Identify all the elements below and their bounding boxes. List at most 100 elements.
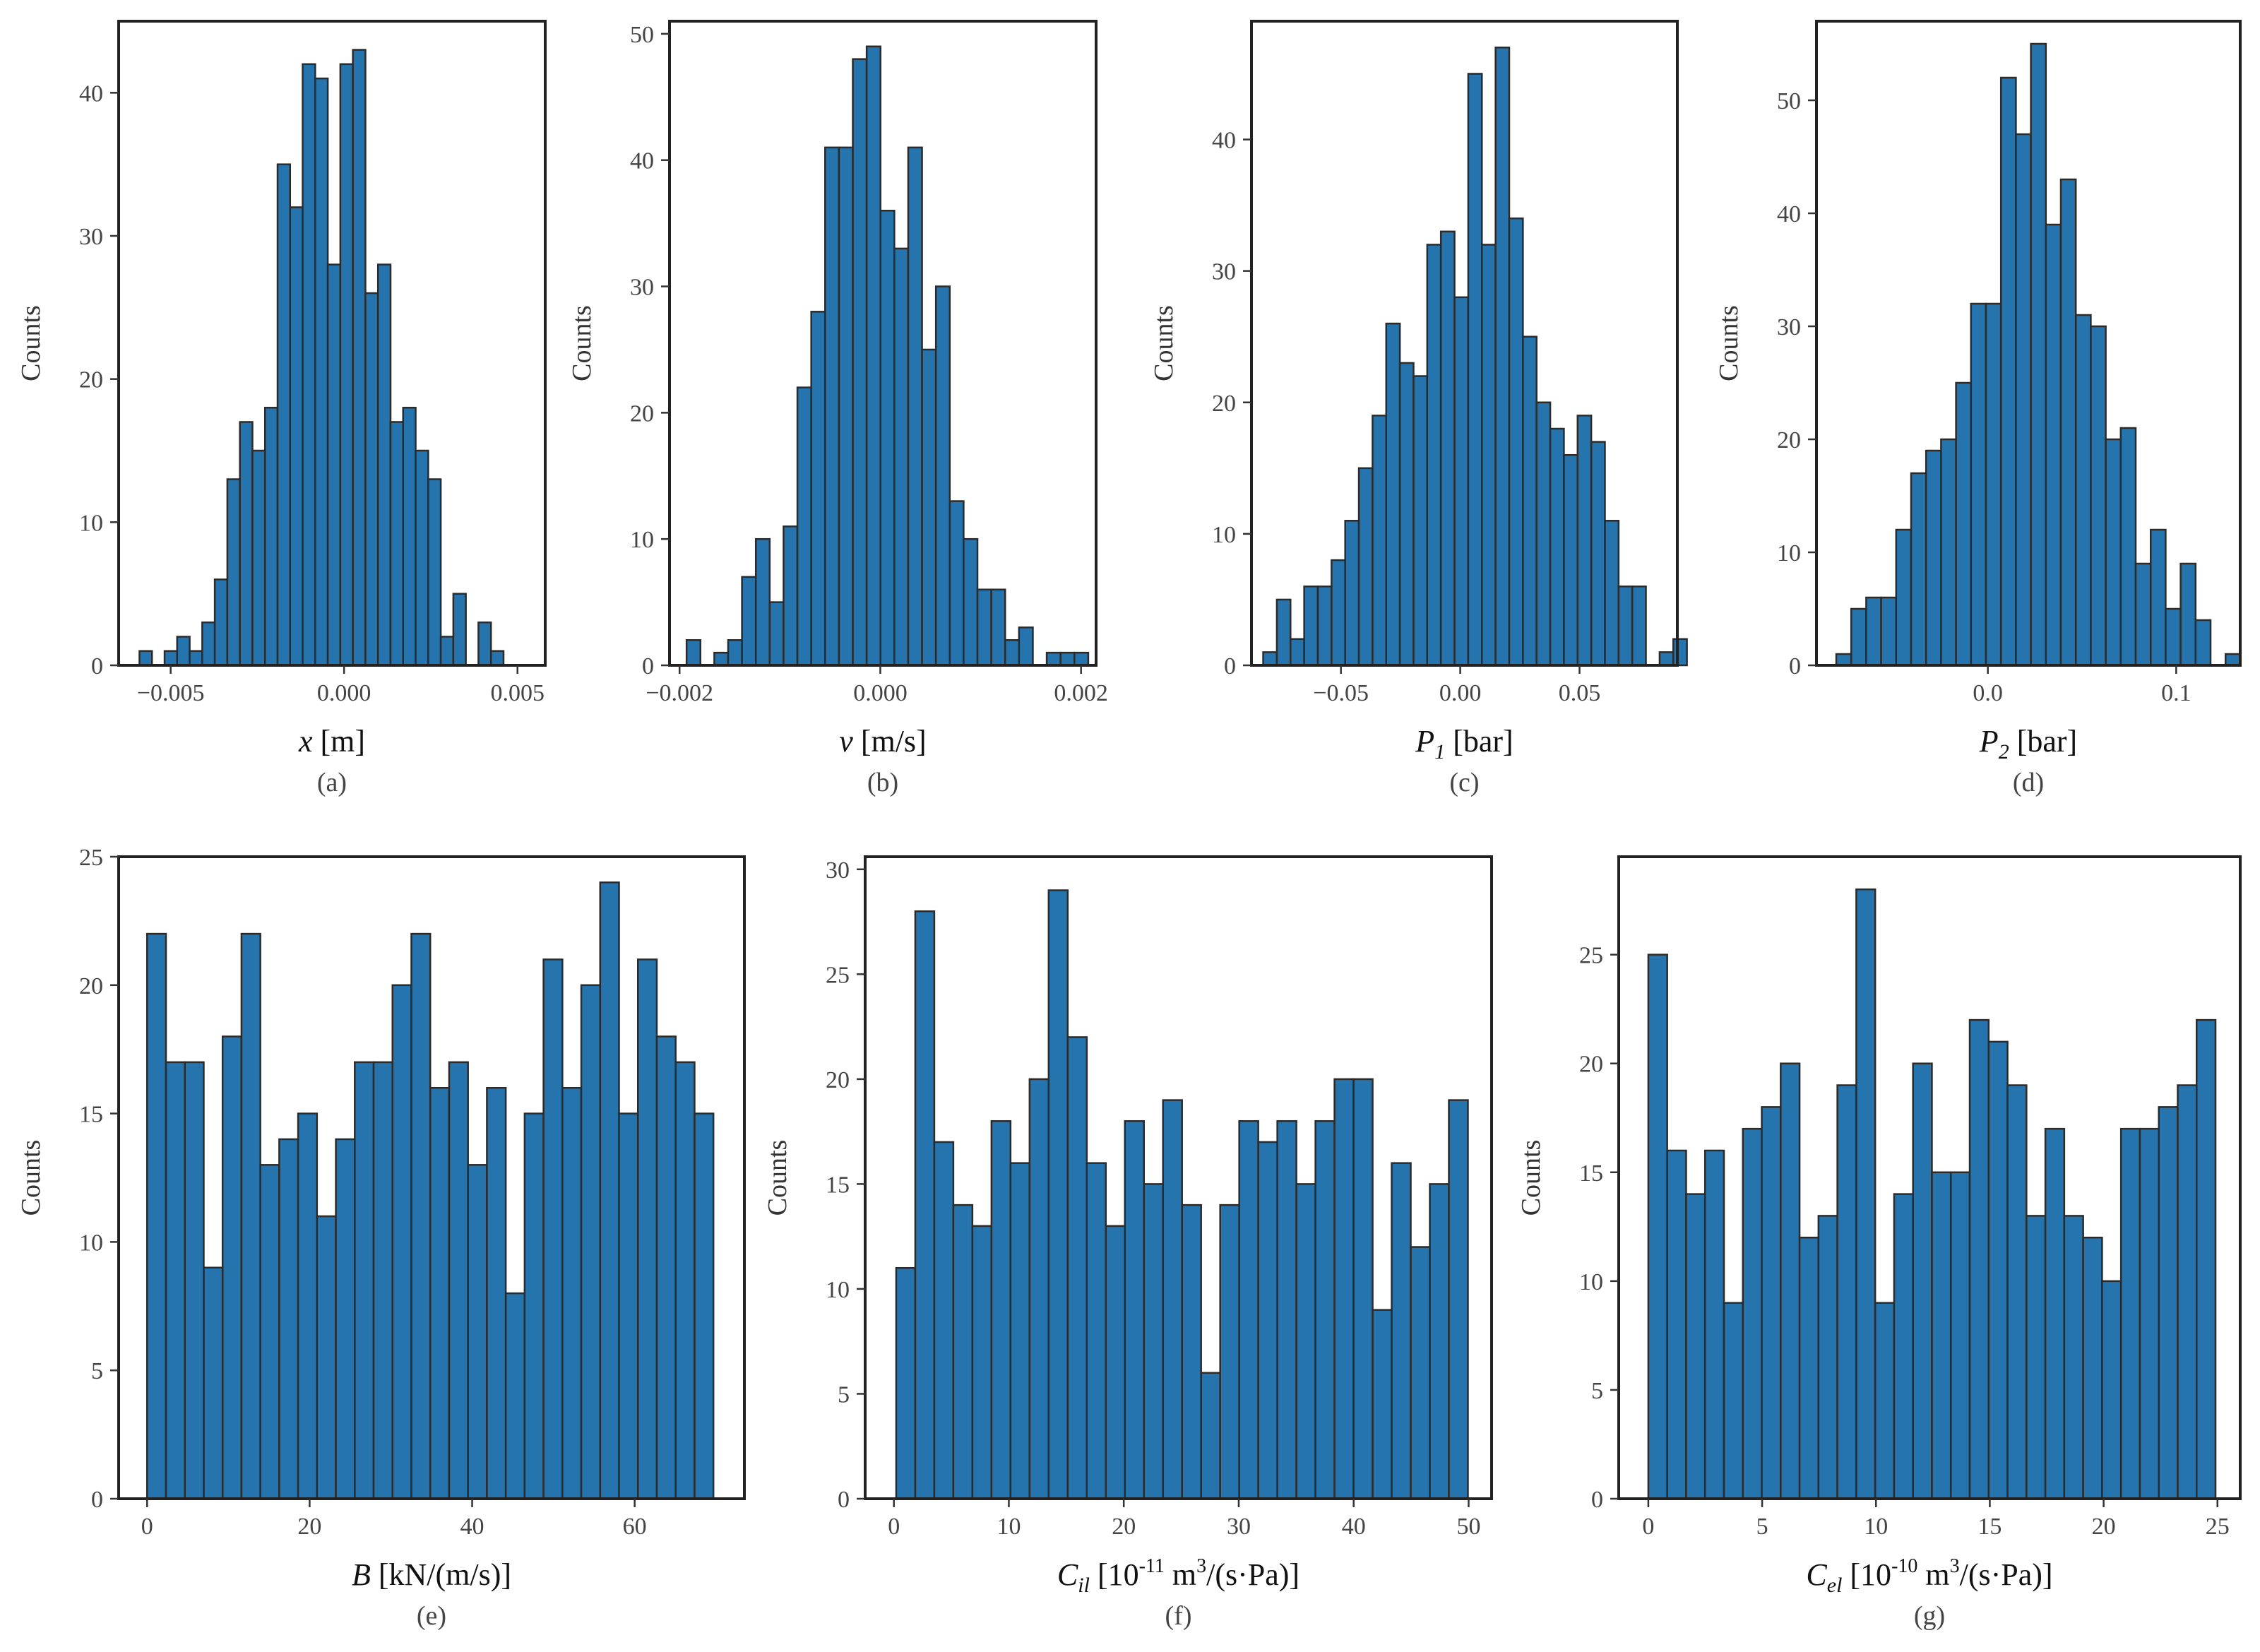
histogram-bar [410,932,432,1500]
histogram-bar [1672,638,1688,667]
y-tick-label: 0 [1224,653,1236,679]
histogram-bar [289,206,304,667]
histogram-bar [1604,520,1620,667]
histogram-bar [1817,1215,1838,1500]
histogram-bar [1631,586,1647,667]
histogram-bar [1685,1193,1706,1500]
histogram-bar [2149,528,2167,667]
histogram-bar [879,209,896,667]
y-tick-label: 20 [79,973,103,999]
histogram-bar [2026,1215,2047,1500]
histogram-bar [542,958,564,1500]
y-tick-label: 10 [1777,540,1801,566]
y-axis-label: Counts [1516,1140,1546,1216]
x-tick-label: 20 [297,1514,321,1540]
histogram-bar [489,650,505,667]
histogram-bar [865,45,881,667]
histogram-bar [852,58,868,667]
x-tick-label: 10 [997,1514,1021,1540]
histogram-bar [1162,1099,1183,1500]
histogram-bar [226,478,241,667]
histogram-bar [352,49,367,667]
histogram-bar [1617,586,1634,667]
histogram-bar [523,1112,545,1500]
histogram-bar [389,421,405,667]
x-tick-label: 5 [1756,1514,1768,1540]
histogram-bar [364,292,379,667]
histogram-bar [1836,1084,1857,1500]
x-tick-label: 15 [1978,1514,2002,1540]
histogram-bar [1761,1106,1782,1500]
x-tick-label: 40 [460,1514,484,1540]
y-tick-label: 40 [1777,201,1801,227]
chart-panel: 0 20 40 60 0 5 10 15 20 25 Counts B [kN/(m/s)] (e) [16,845,746,1631]
y-tick-label: 0 [642,653,654,679]
axes-frame [117,20,547,667]
x-axis-label: Cel [10-10 m3/(s·Pa)] [1806,1555,2052,1597]
histogram-bar [963,537,979,667]
subfigure-label: (c) [1449,768,1479,797]
y-tick-label: 25 [1579,943,1603,969]
y-tick-label: 10 [1579,1269,1603,1295]
x-tick-label: 30 [1227,1514,1251,1540]
histogram-bar [1522,335,1538,667]
histogram-bar [1009,1162,1031,1500]
histogram-bar [754,537,771,667]
y-tick-label: 30 [79,224,103,250]
y-axis-label: Counts [567,305,597,381]
histogram-bar [165,1061,186,1500]
histogram-bar [335,1138,356,1500]
histogram-bar [580,984,602,1500]
x-axis-label: Cil [10-11 m3/(s·Pa)] [1057,1555,1300,1597]
histogram-bar [990,588,1006,667]
histogram-bar [278,1138,299,1500]
chart-panel: −0.005 0.000 0.005 0 10 20 30 40 Counts x [m] (a) [16,20,547,797]
y-tick-label: 25 [79,845,103,871]
axes-frame [1250,20,1679,667]
histogram-bar [203,1266,224,1500]
y-tick-label: 25 [826,962,850,988]
histogram-bar [1453,296,1470,667]
x-axis-label: P2 [bar] [1979,724,2077,763]
histogram-bar [561,1086,583,1500]
histogram-bar [1925,449,1942,667]
histogram-bar [599,881,620,1500]
histogram-bar [1895,528,1913,667]
histogram-bar [1987,1040,2009,1500]
y-tick-label: 10 [79,510,103,536]
y-tick-label: 30 [1777,314,1801,340]
histogram-bar [1333,1078,1355,1500]
y-tick-label: 20 [826,1067,850,1093]
histogram-bar [251,449,266,667]
histogram-bar [933,1141,955,1500]
axes-frame [1617,855,2242,1500]
histogram-bar [1262,651,1278,667]
y-tick-label: 50 [630,22,654,48]
histogram-bar [1467,73,1483,667]
histogram-bar [1855,888,1877,1500]
histogram-bar [239,421,254,667]
histogram-bar [1893,1193,1914,1500]
subfigure-label: (d) [2013,768,2044,797]
histogram-bar [1949,1171,1971,1500]
subfigure-label: (a) [317,768,347,797]
histogram-bar [1912,1062,1933,1500]
histogram-bar [2063,1215,2084,1500]
histogram-bar [1047,889,1069,1500]
histogram-bar [448,1061,469,1500]
y-tick-label: 10 [1212,522,1236,548]
histogram-bar [372,1061,394,1500]
axes-frame [864,855,1493,1500]
histogram-bar [1398,362,1415,667]
y-tick-label: 15 [1579,1160,1603,1187]
histogram-bar [2119,427,2137,667]
histogram-bar [971,1225,993,1500]
histogram-bar [297,1112,319,1500]
histogram-bar [796,386,812,667]
x-tick-label: 20 [1112,1514,1136,1540]
x-tick-label: 0.000 [853,680,908,706]
histogram-bar [302,63,316,667]
histogram-bar [1372,1309,1393,1500]
x-tick-label: −0.05 [1313,680,1369,706]
